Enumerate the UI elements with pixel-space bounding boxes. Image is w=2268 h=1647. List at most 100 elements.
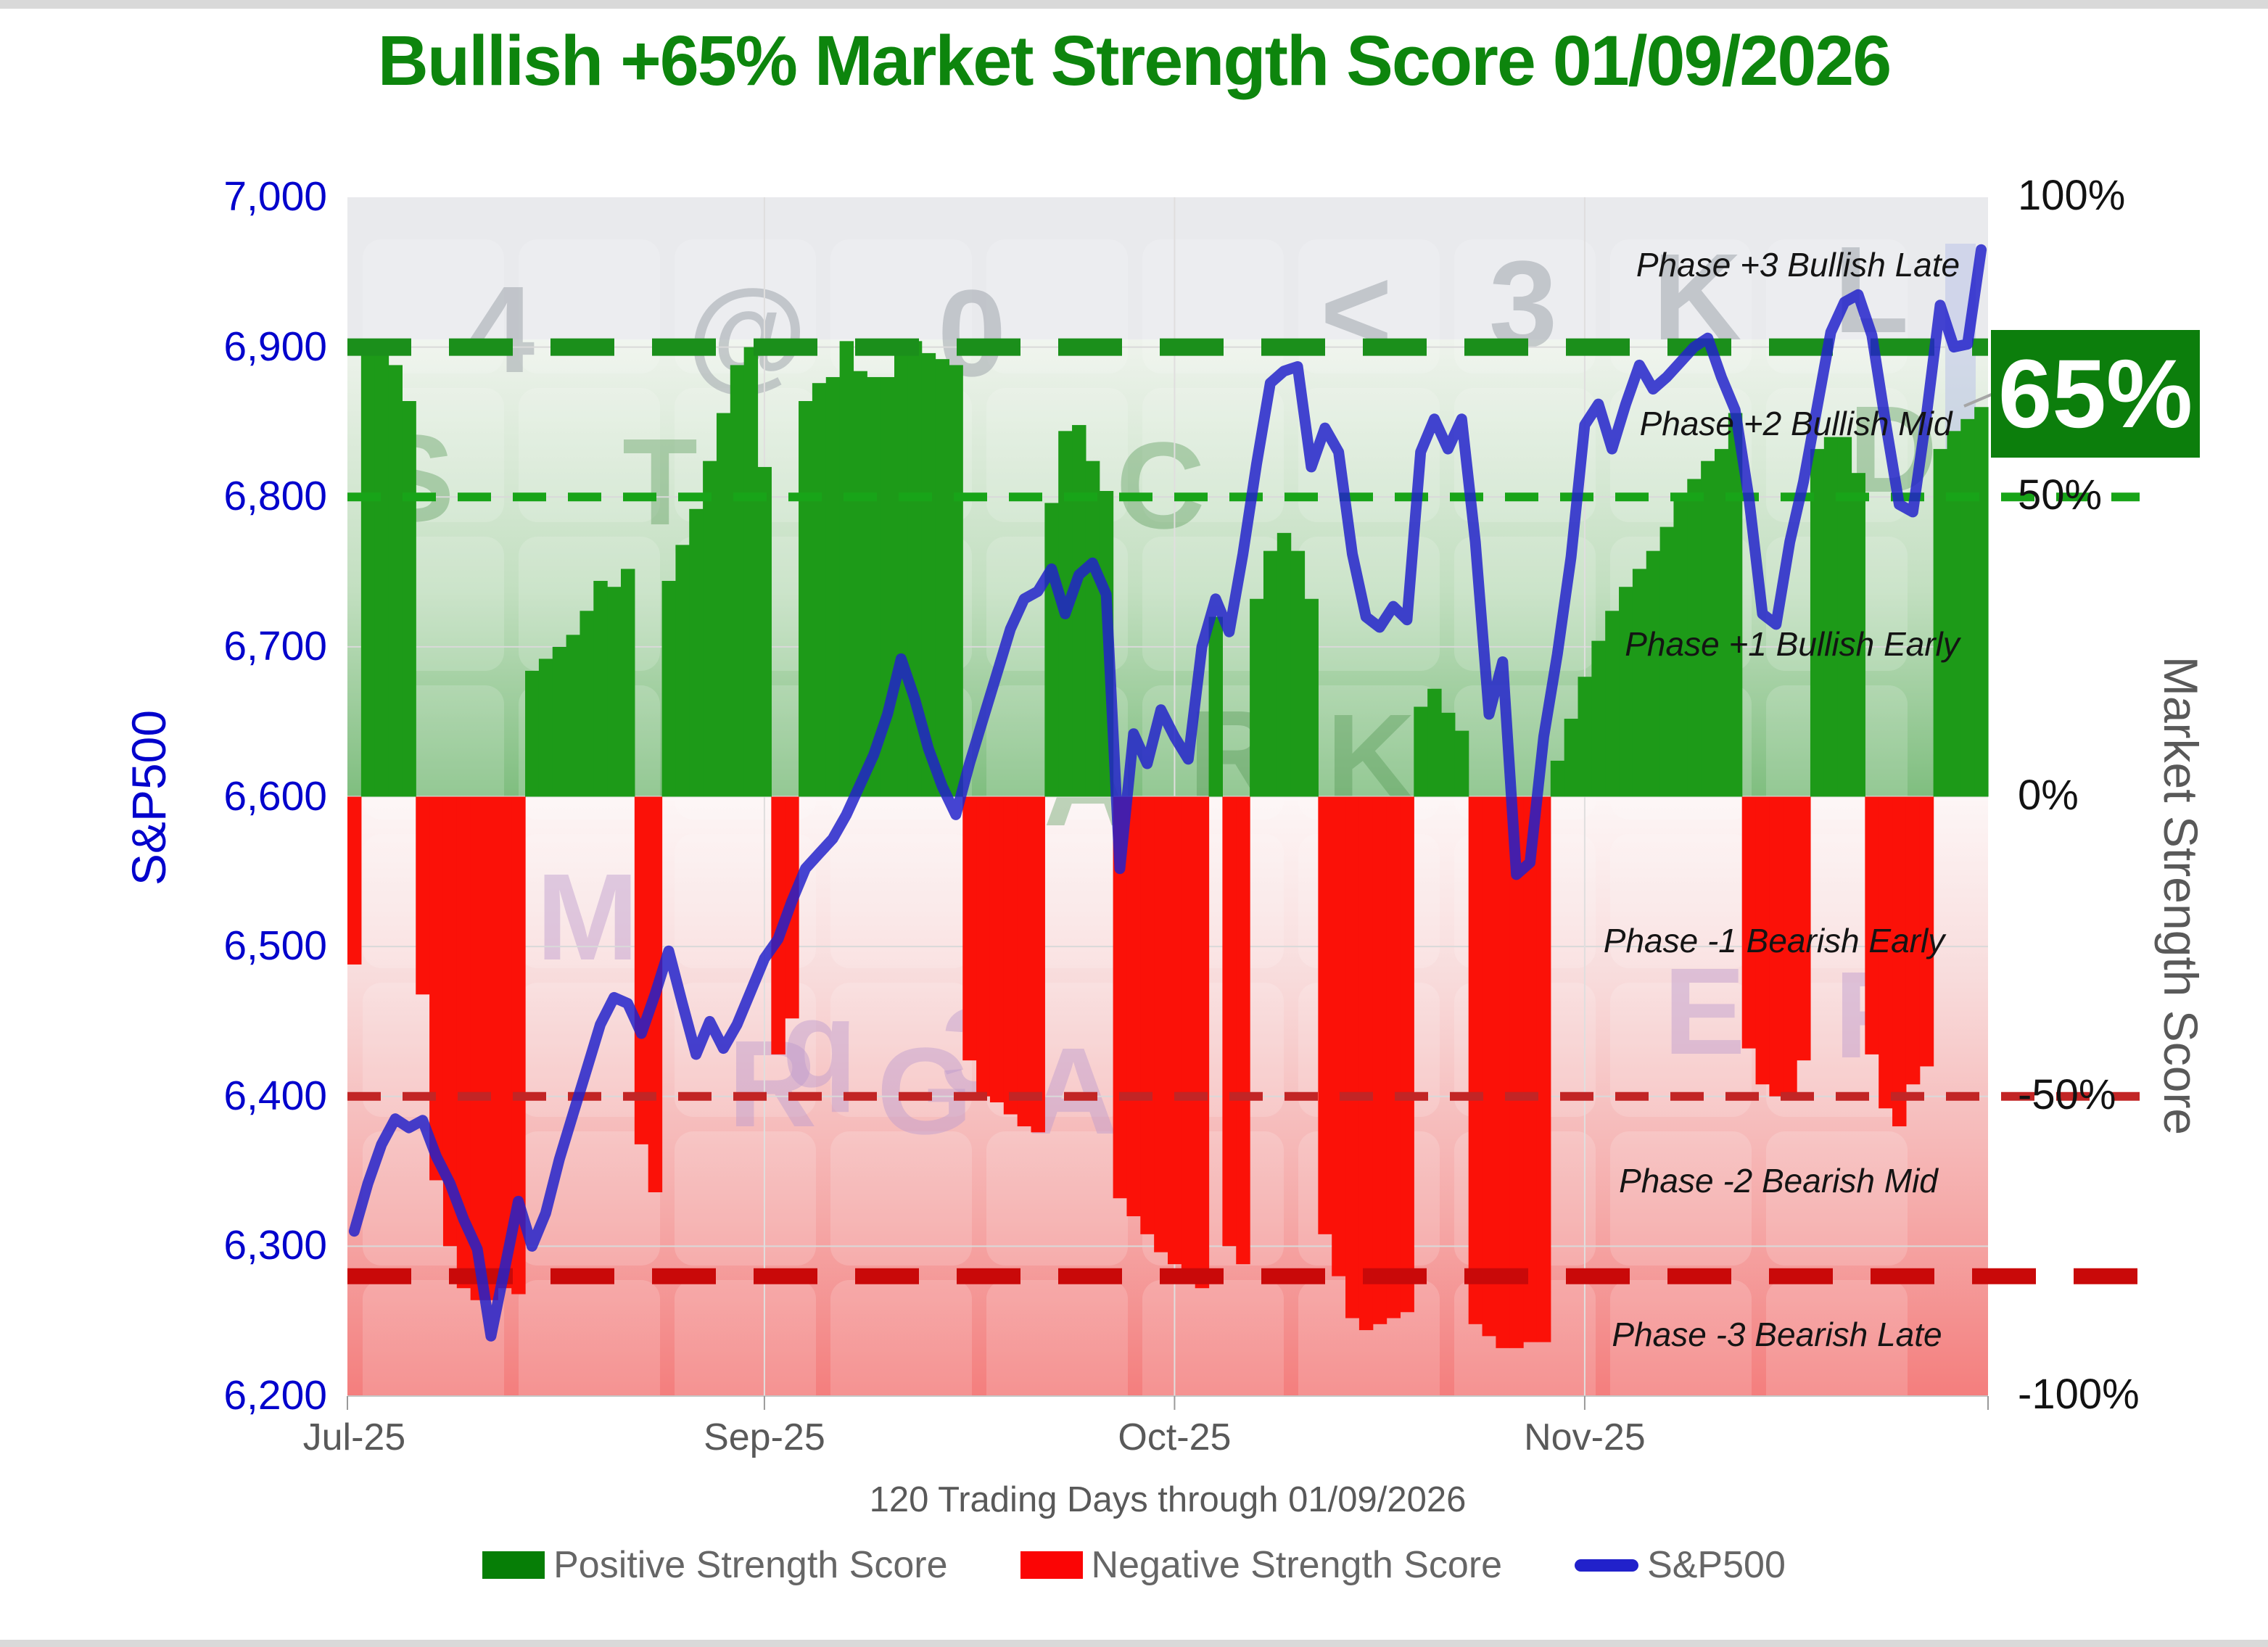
positive-strength-bar bbox=[1701, 461, 1715, 797]
watermark-key-tile bbox=[1142, 1280, 1284, 1414]
negative-strength-bar bbox=[1222, 796, 1237, 1247]
positive-strength-bar bbox=[538, 659, 553, 797]
watermark-key-tile bbox=[675, 1131, 816, 1266]
watermark-key-tile bbox=[1454, 388, 1596, 522]
right-axis-tick--100: -100% bbox=[2018, 1371, 2140, 1418]
legend-label: S&P500 bbox=[1647, 1544, 1786, 1586]
phase-label-0: Phase +3 Bullish Late bbox=[1636, 246, 1960, 284]
positive-strength-bar bbox=[894, 352, 909, 797]
negative-strength-bar bbox=[1236, 796, 1250, 1265]
positive-strength-bar bbox=[1823, 437, 1839, 797]
negative-strength-bar bbox=[470, 796, 485, 1300]
positive-strength-bar bbox=[1673, 497, 1688, 797]
positive-strength-bar bbox=[552, 646, 567, 797]
negative-strength-bar bbox=[1031, 796, 1045, 1133]
positive-strength-bar bbox=[1810, 449, 1825, 797]
watermark-letter: G bbox=[877, 1023, 973, 1160]
left-axis-tick-6200: 6,200 bbox=[223, 1372, 327, 1419]
negative-strength-bar bbox=[1400, 796, 1414, 1313]
positive-strength-bar bbox=[716, 413, 731, 797]
top-border-strip bbox=[0, 0, 2268, 9]
positive-strength-bar bbox=[1208, 616, 1223, 797]
negative-strength-bar bbox=[484, 796, 498, 1300]
negative-strength-bar bbox=[1536, 796, 1551, 1342]
negative-strength-bar bbox=[1919, 796, 1934, 1067]
watermark-letter: C bbox=[1116, 417, 1205, 555]
negative-strength-bar bbox=[1003, 796, 1018, 1115]
negative-strength-bar bbox=[1865, 796, 1879, 1054]
positive-strength-bar bbox=[360, 341, 376, 797]
positive-strength-bar bbox=[1851, 473, 1865, 797]
left-axis-tick-6500: 6,500 bbox=[223, 922, 327, 970]
legend-color-swatch bbox=[1020, 1551, 1083, 1579]
negative-strength-bar bbox=[1017, 796, 1032, 1127]
legend-item-s-p500: S&P500 bbox=[1575, 1543, 1786, 1587]
positive-strength-bar bbox=[661, 580, 676, 797]
watermark-key-tile bbox=[519, 388, 660, 522]
watermark-key-tile bbox=[986, 1280, 1128, 1414]
positive-strength-bar bbox=[1290, 550, 1306, 797]
watermark-letter: < bbox=[1320, 243, 1392, 381]
positive-strength-bar bbox=[812, 383, 827, 797]
positive-strength-bar bbox=[675, 545, 690, 797]
negative-strength-bar bbox=[1372, 796, 1387, 1324]
negative-strength-bar bbox=[1358, 796, 1374, 1331]
positive-strength-bar bbox=[743, 347, 759, 797]
positive-strength-bar bbox=[1605, 611, 1620, 797]
right-axis-title: Market Strength Score bbox=[2154, 656, 2208, 1136]
negative-strength-bar bbox=[1195, 796, 1210, 1289]
phase-label-1: Phase +2 Bullish Mid bbox=[1639, 405, 1952, 443]
left-axis-tick-7000: 7,000 bbox=[223, 173, 327, 220]
legend-line-swatch bbox=[1575, 1559, 1639, 1572]
left-axis-tick-6600: 6,600 bbox=[223, 772, 327, 820]
positive-strength-bar bbox=[1659, 527, 1675, 797]
sp500-line bbox=[348, 244, 1987, 1342]
watermark-key-tile bbox=[1610, 1280, 1752, 1414]
negative-strength-bar bbox=[976, 796, 991, 1097]
left-axis-tick-6700: 6,700 bbox=[223, 622, 327, 669]
watermark-key-tile bbox=[675, 1280, 816, 1414]
negative-strength-bar bbox=[1181, 796, 1196, 1276]
positive-strength-bar bbox=[1454, 730, 1469, 797]
watermark-letter: M bbox=[536, 849, 639, 986]
negative-strength-bar bbox=[1140, 796, 1155, 1234]
positive-strength-bar bbox=[1947, 431, 1961, 797]
positive-strength-bar bbox=[1974, 407, 1989, 797]
positive-strength-bar bbox=[853, 371, 867, 797]
positive-strength-bar bbox=[1837, 437, 1852, 797]
watermark-key-tile bbox=[830, 983, 972, 1117]
watermark-key-tile bbox=[1610, 983, 1752, 1117]
chart-legend: Positive Strength Score Negative Strength… bbox=[0, 1543, 2268, 1587]
watermark-letter: 4 bbox=[466, 261, 535, 399]
x-axis-label-Nov-25: Nov-25 bbox=[1524, 1416, 1646, 1458]
positive-strength-bar bbox=[1591, 640, 1606, 797]
watermark-key-tile bbox=[830, 1131, 972, 1266]
negative-strength-bar bbox=[1783, 796, 1797, 1097]
watermark-key-tile bbox=[363, 1280, 504, 1414]
current-score-badge: 65% bbox=[1991, 330, 2200, 458]
positive-strength-bar bbox=[1044, 503, 1059, 797]
positive-strength-bar bbox=[1277, 532, 1292, 797]
positive-strength-bar bbox=[839, 341, 854, 797]
positive-strength-bar bbox=[1085, 461, 1100, 797]
right-axis-tick-50: 50% bbox=[2018, 471, 2103, 519]
negative-strength-bar bbox=[989, 796, 1005, 1103]
watermark-letter: E bbox=[1663, 943, 1745, 1081]
watermark-key-tile bbox=[1610, 1131, 1752, 1266]
negative-strength-bar bbox=[511, 796, 526, 1295]
negative-strength-bar bbox=[1741, 796, 1757, 1049]
positive-strength-bar bbox=[621, 569, 635, 797]
legend-color-swatch bbox=[482, 1551, 545, 1579]
positive-strength-bar bbox=[1933, 449, 1948, 797]
positive-strength-bar bbox=[1550, 760, 1565, 797]
negative-strength-bar bbox=[1496, 796, 1510, 1348]
watermark-key-tile bbox=[1766, 1280, 1908, 1414]
right-axis-tick-100: 100% bbox=[2018, 172, 2126, 219]
legend-label: Positive Strength Score bbox=[553, 1544, 948, 1586]
negative-strength-bar bbox=[1509, 796, 1524, 1348]
positive-strength-bar bbox=[388, 365, 403, 797]
negative-strength-bar bbox=[1154, 796, 1168, 1252]
watermark-key-tile bbox=[519, 1131, 660, 1266]
chart-title: Bullish +65% Market Strength Score 01/09… bbox=[377, 21, 1892, 100]
